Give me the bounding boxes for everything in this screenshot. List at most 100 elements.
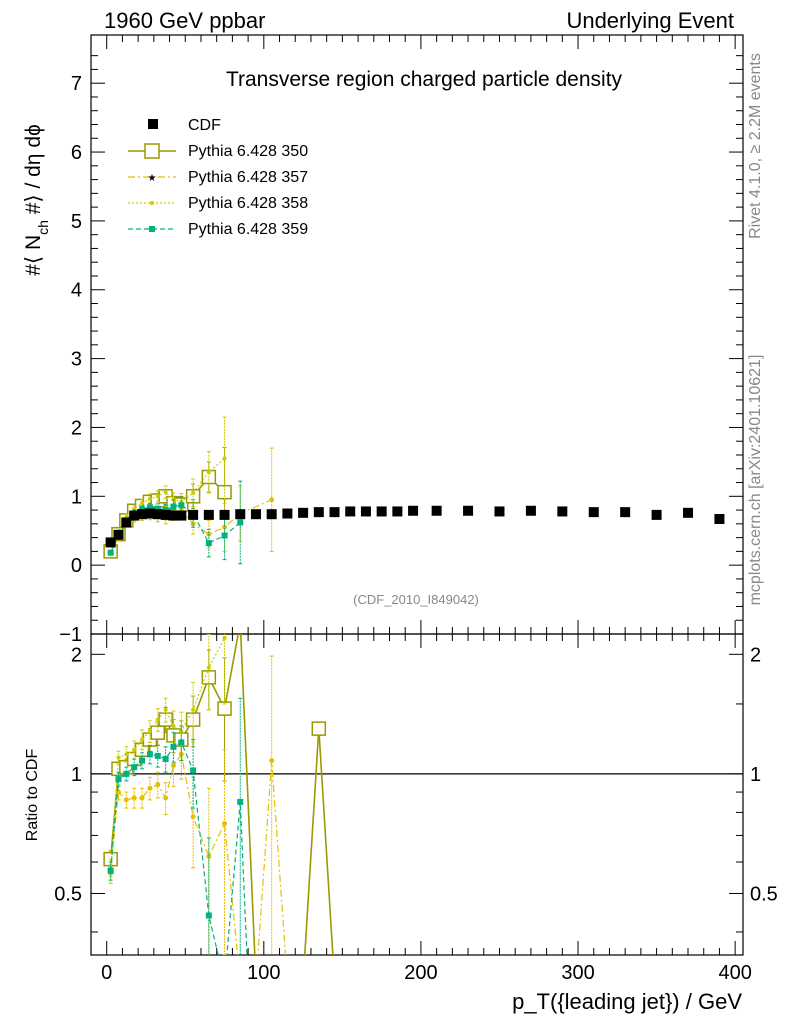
main-point	[107, 549, 114, 556]
ratio-point	[178, 739, 185, 746]
ratio-line	[110, 741, 248, 955]
ratio-frame	[90, 633, 744, 956]
cdf-data-point	[176, 510, 187, 521]
legend: CDF Pythia 6.428 350 ★ Pythia 6.428 357 …	[128, 117, 308, 238]
ratio-axes: 0.5 0.5 1 1 2 2	[54, 644, 778, 933]
mcplots-label: mcplots.cern.ch [arXiv:2401.10621]	[747, 355, 764, 606]
legend-label-359: Pythia 6.428 359	[188, 221, 308, 238]
ratio-point	[222, 635, 227, 640]
rivet-label: Rivet 4.1.0, ≥ 2.2M events	[747, 53, 764, 239]
main-point	[178, 502, 185, 509]
main-point	[205, 540, 212, 547]
legend-marker-358	[150, 201, 154, 205]
ratio-point	[115, 776, 122, 783]
cdf-data-point	[463, 505, 474, 516]
cdf-data-point	[129, 510, 140, 521]
x-tick-label: 400	[718, 962, 751, 984]
ratio-point	[206, 853, 212, 859]
cdf-data-point	[620, 507, 631, 518]
y-tick-label: 3	[71, 349, 82, 371]
ratio-point	[179, 729, 184, 734]
legend-marker-350	[144, 143, 160, 159]
cdf-data-point	[203, 509, 214, 520]
ratio-point	[139, 795, 145, 801]
cdf-data-point	[376, 506, 387, 517]
ratio-tick-label: 1	[71, 764, 82, 786]
main-point	[221, 532, 228, 539]
ratio-point	[123, 770, 130, 777]
cdf-data-point	[298, 507, 309, 518]
cdf-data-point	[683, 507, 694, 518]
y-tick-label: 7	[71, 73, 82, 95]
ratio-point	[115, 789, 121, 795]
main-point	[140, 501, 145, 506]
ratio-point	[146, 751, 153, 758]
ratio-point	[190, 767, 197, 774]
main-ylabel: #⟨ Nch #⟩ / dη dϕ	[22, 124, 51, 276]
y-tick-label: 6	[71, 142, 82, 164]
legend-marker-cdf	[148, 119, 158, 129]
ratio-point	[190, 814, 196, 820]
cdf-data-point	[250, 509, 261, 520]
cdf-data-point	[144, 508, 155, 519]
y-tick-label: 5	[71, 211, 82, 233]
ratio-series	[103, 616, 334, 955]
cdf-data-point	[137, 509, 148, 520]
ratio-point	[234, 616, 247, 629]
ratio-point	[163, 795, 169, 801]
ratio-point	[131, 764, 138, 771]
ratio-point	[131, 795, 137, 801]
main-point	[269, 497, 275, 503]
main-point	[222, 524, 228, 530]
ratio-point	[116, 755, 121, 760]
legend-label-cdf: CDF	[188, 117, 221, 134]
legend-label-358: Pythia 6.428 358	[188, 195, 308, 212]
x-tick-label: 200	[404, 962, 437, 984]
analysis-watermark: (CDF_2010_I849042)	[353, 592, 479, 607]
ylabel-part-b: #⟩ / dη dϕ	[22, 124, 45, 220]
cdf-data-point	[188, 509, 199, 520]
y-tick-label: 2	[71, 417, 82, 439]
cdf-data-point	[105, 537, 116, 548]
ratio-point	[170, 743, 177, 750]
ratio-point	[191, 707, 196, 712]
ratio-series-358	[108, 634, 227, 884]
ratio-tick-label-right: 1	[750, 764, 761, 786]
ratio-point	[311, 721, 327, 736]
x-tick-label: 300	[561, 962, 594, 984]
main-point	[206, 470, 211, 475]
cdf-data-point	[235, 509, 246, 520]
ratio-point	[107, 867, 114, 874]
ratio-point	[154, 752, 161, 759]
ratio-tick-label: 0.5	[54, 883, 82, 905]
ratio-point	[206, 665, 211, 670]
main-point	[222, 456, 227, 461]
ratio-point	[269, 758, 275, 764]
ratio-tick-label: 2	[71, 644, 82, 666]
main-point	[191, 490, 196, 495]
cdf-data-point	[360, 506, 371, 517]
header-right: Underlying Event	[566, 8, 734, 33]
y-tick-label: 0	[71, 555, 82, 577]
cdf-data-point	[152, 509, 163, 520]
cdf-data-point	[160, 509, 171, 520]
cdf-data-point	[121, 517, 132, 528]
ratio-point	[237, 798, 244, 805]
cdf-data-point	[714, 514, 725, 525]
legend-marker-357: ★	[148, 173, 157, 184]
x-tick-label: 100	[247, 962, 280, 984]
ratio-tick-label-right: 0.5	[750, 883, 778, 905]
y-tick-label: 1	[71, 486, 82, 508]
cdf-data-point	[345, 506, 356, 517]
main-series-cdf	[105, 505, 725, 548]
main-point	[147, 497, 152, 502]
y-tick-label: 4	[71, 280, 82, 302]
ratio-line	[110, 752, 287, 955]
ratio-point	[140, 737, 145, 742]
cdf-data-point	[408, 505, 419, 516]
ratio-point	[171, 723, 176, 728]
ratio-point	[132, 747, 137, 752]
main-axes: 0 100 200 300 400 0 1 2 3 4 5 6 7 −1	[59, 35, 752, 984]
main-point	[154, 505, 161, 512]
